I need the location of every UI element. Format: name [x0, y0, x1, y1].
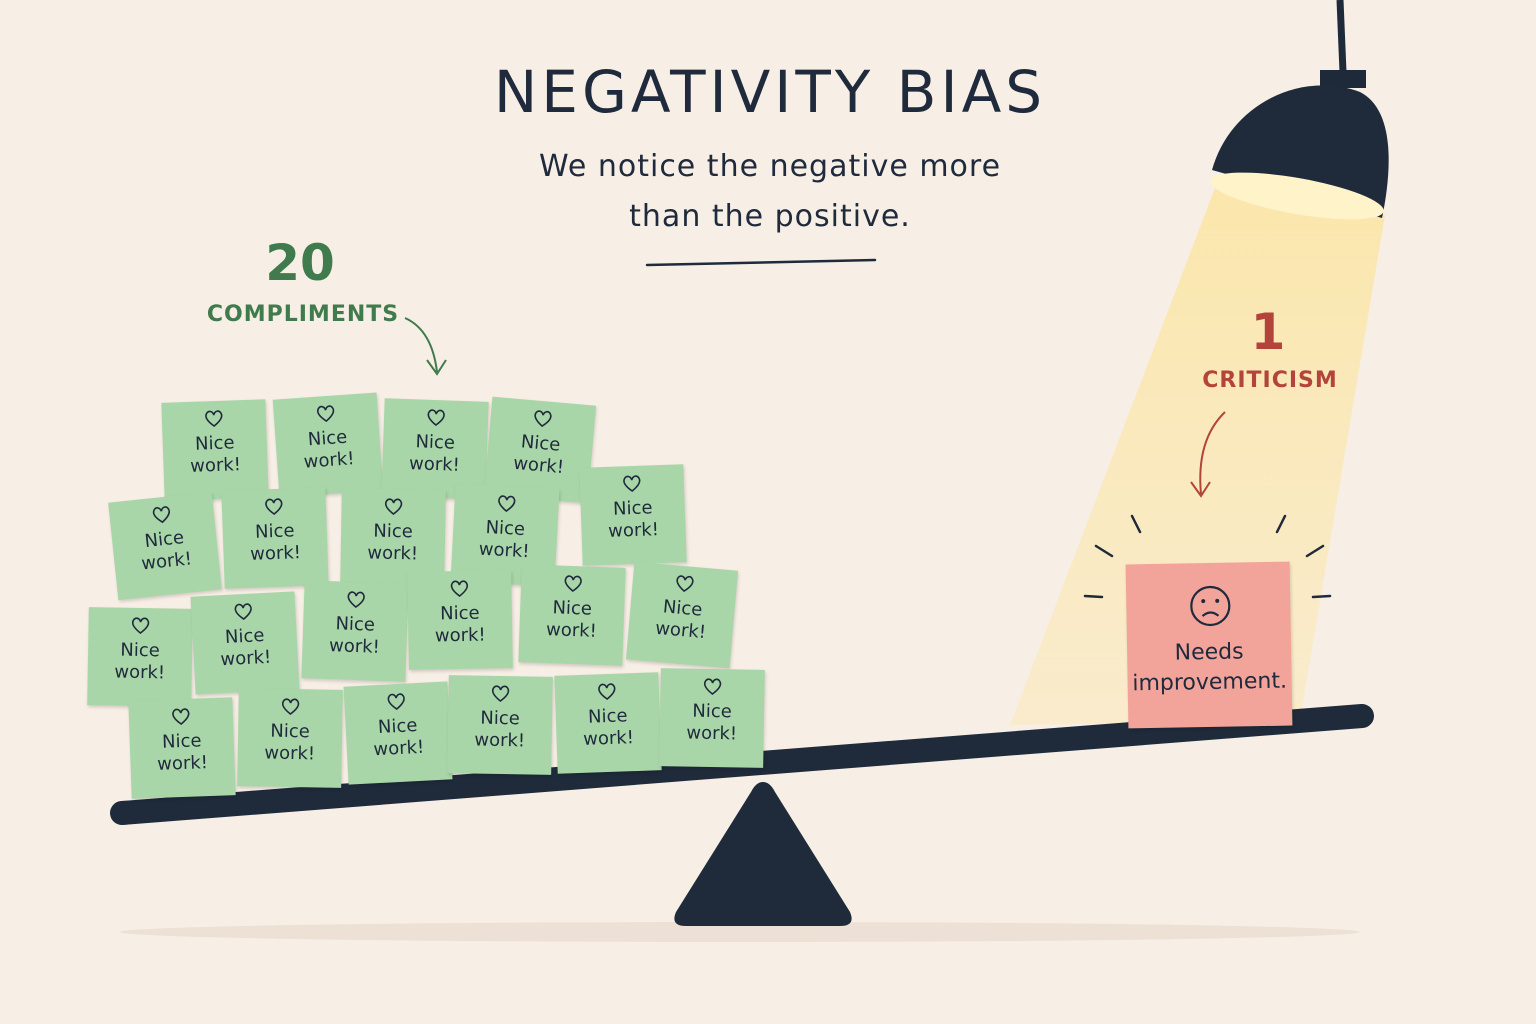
compliment-text: Nice work!: [303, 426, 356, 473]
compliment-note: Nice work!: [87, 607, 193, 707]
heart-icon: [234, 603, 252, 621]
heart-icon: [281, 698, 300, 716]
positive-label: COMPLIMENTS: [206, 302, 400, 327]
compliment-note: Nice work!: [301, 580, 409, 682]
heart-icon: [427, 409, 445, 427]
compliment-note: Nice work!: [407, 570, 513, 670]
underline: [645, 258, 877, 267]
ground-shadow: [120, 922, 1360, 942]
compliment-note: Nice work!: [108, 491, 222, 601]
criticism-text: Needs improvement.: [1132, 639, 1288, 697]
lamp-cord: [1336, 0, 1347, 73]
heart-icon: [703, 678, 722, 696]
heart-icon: [623, 475, 641, 493]
heart-icon: [676, 575, 694, 593]
compliment-text: Nice work!: [434, 602, 486, 647]
compliment-text: Nice work!: [545, 597, 598, 642]
compliment-note: Nice work!: [221, 487, 329, 589]
negative-label: CRITICISM: [1202, 368, 1338, 393]
heart-icon: [598, 683, 616, 701]
criticism-note: Needs improvement.: [1125, 561, 1293, 729]
compliment-text: Nice work!: [654, 596, 707, 644]
title: NEGATIVITY BIAS: [493, 58, 1047, 126]
heart-icon: [131, 617, 150, 635]
compliment-text: Nice work!: [686, 700, 738, 745]
heart-icon: [491, 685, 510, 703]
heart-icon: [450, 580, 469, 598]
heart-icon: [534, 410, 552, 428]
heart-icon: [152, 506, 171, 524]
compliment-text: Nice work!: [474, 707, 526, 752]
heart-icon: [172, 708, 190, 726]
heart-icon: [316, 405, 335, 423]
compliment-text: Nice work!: [140, 527, 193, 575]
compliment-note: Nice work!: [128, 697, 236, 799]
compliment-text: Nice work!: [114, 639, 166, 684]
compliment-text: Nice work!: [408, 431, 461, 476]
fulcrum: [674, 782, 852, 926]
heart-icon: [265, 498, 283, 516]
compliment-note: Nice work!: [343, 681, 453, 785]
compliment-text: Nice work!: [367, 520, 419, 565]
compliment-note: Nice work!: [190, 591, 300, 695]
heart-icon: [205, 410, 223, 428]
compliment-note: Nice work!: [272, 392, 384, 498]
compliment-note: Nice work!: [450, 483, 560, 587]
compliment-text: Nice work!: [249, 520, 302, 565]
heart-icon: [384, 498, 403, 516]
lamp-cap: [1320, 70, 1366, 88]
arrow-positive: [404, 317, 447, 376]
compliment-text: Nice work!: [607, 497, 660, 542]
compliment-text: Nice work!: [264, 720, 316, 765]
compliment-note: Nice work!: [625, 561, 739, 669]
light-cone: [1010, 180, 1385, 725]
heart-icon: [347, 591, 365, 609]
compliment-text: Nice work!: [372, 714, 425, 761]
compliment-text: Nice work!: [512, 431, 565, 479]
compliment-note: Nice work!: [381, 398, 489, 500]
burst-lines: [1083, 514, 1332, 599]
arrow-negative: [1190, 411, 1226, 498]
compliment-note: Nice work!: [237, 688, 343, 788]
compliment-note: Nice work!: [659, 668, 765, 768]
compliment-note: Nice work!: [447, 675, 553, 775]
compliment-note: Nice work!: [340, 488, 446, 588]
compliment-text: Nice work!: [582, 705, 635, 750]
compliment-note: Nice work!: [483, 396, 597, 504]
lamp-shade: [1212, 85, 1389, 219]
heart-icon: [387, 693, 405, 711]
compliment-text: Nice work!: [219, 624, 272, 671]
compliment-note: Nice work!: [518, 564, 626, 666]
heart-icon: [564, 575, 582, 593]
compliment-text: Nice work!: [328, 613, 381, 658]
sad-face: [1190, 585, 1231, 627]
compliment-note: Nice work!: [579, 464, 687, 566]
compliment-text: Nice work!: [478, 516, 531, 563]
negative-count: 1: [1250, 303, 1286, 361]
subtitle: We notice the negative more than the pos…: [538, 149, 1002, 234]
lamp-glow: [1210, 172, 1384, 220]
compliment-text: Nice work!: [189, 432, 242, 477]
positive-count: 20: [265, 234, 335, 292]
heart-icon: [498, 495, 516, 513]
compliment-text: Nice work!: [156, 730, 209, 775]
compliment-note: Nice work!: [554, 672, 662, 774]
compliment-note: Nice work!: [161, 399, 269, 501]
